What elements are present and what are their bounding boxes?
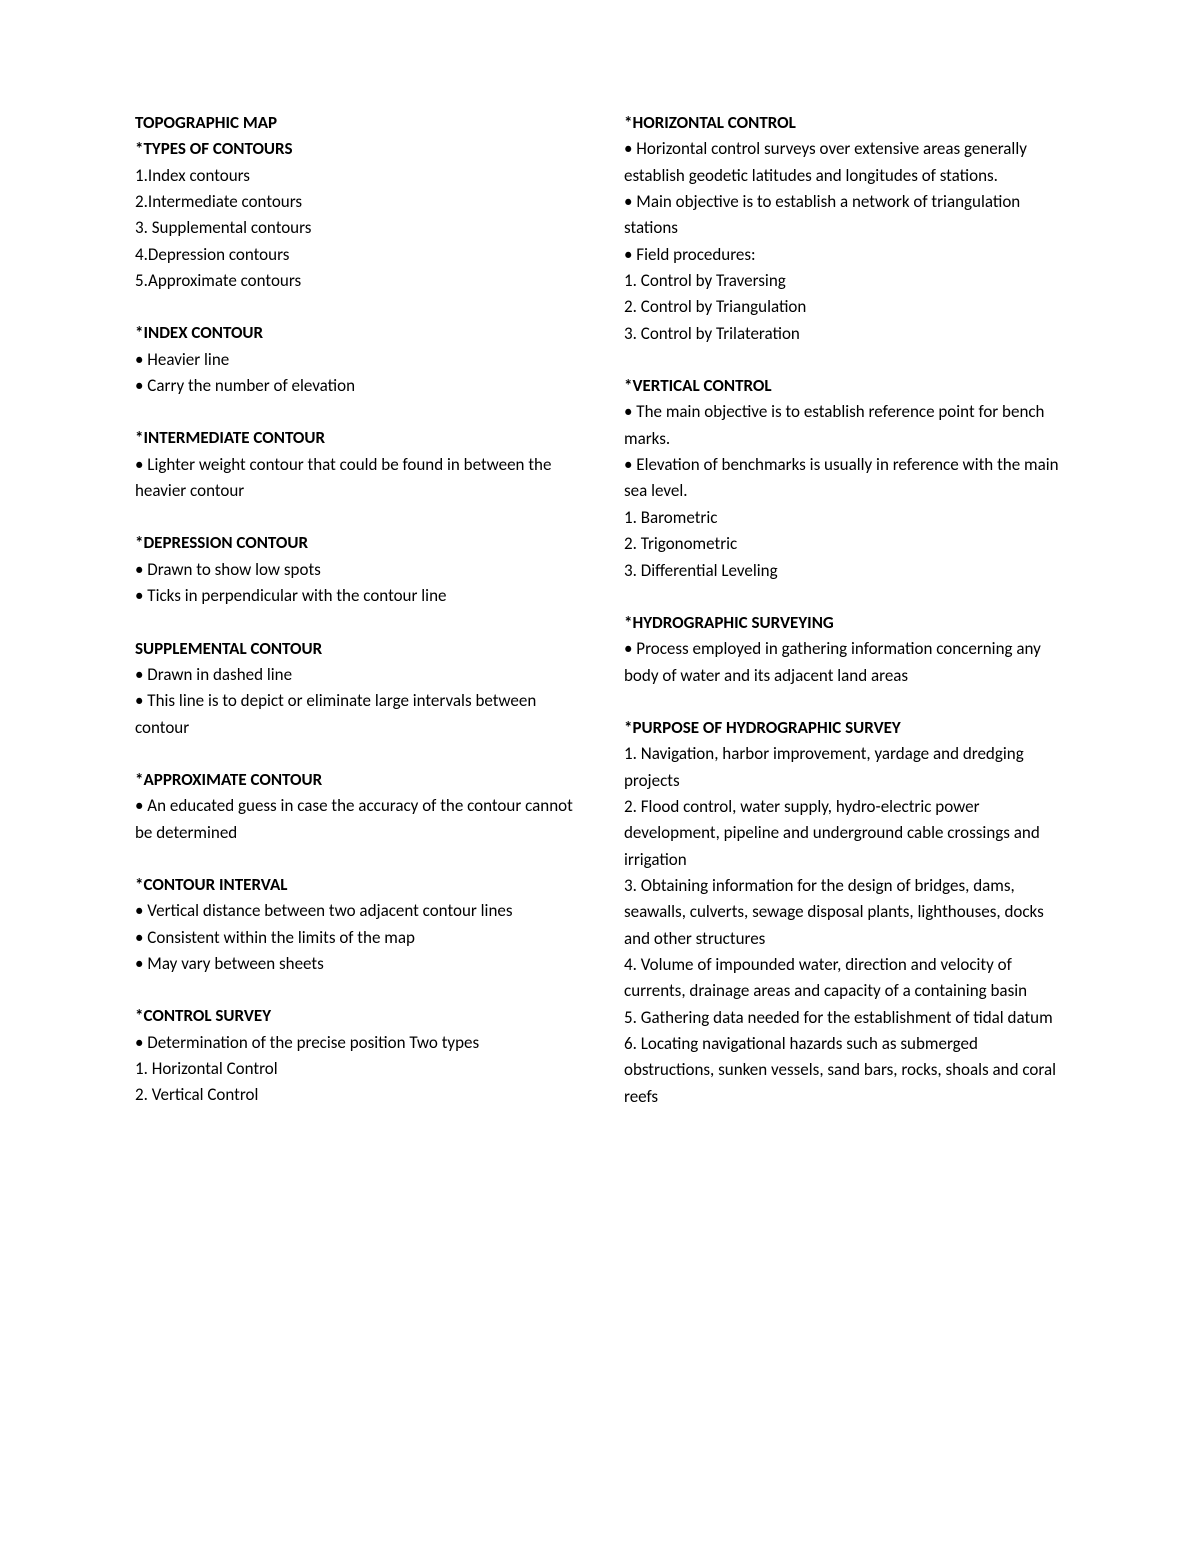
right-column: *HORIZONTAL CONTROL • Horizontal control…	[624, 110, 1065, 1136]
body-line: 1. Navigation, harbor improvement, yarda…	[624, 741, 1065, 794]
body-line: 2.Intermediate contours	[135, 189, 576, 215]
heading: *DEPRESSION CONTOUR	[135, 530, 576, 556]
body-line: • Drawn in dashed line	[135, 662, 576, 688]
body-line: • Vertical distance between two adjacent…	[135, 898, 576, 924]
body-line: • The main objective is to establish ref…	[624, 399, 1065, 452]
section-vertical-control: *VERTICAL CONTROL • The main objective i…	[624, 373, 1065, 584]
body-line: 2. Flood control, water supply, hydro-el…	[624, 794, 1065, 873]
body-line: • Carry the number of elevation	[135, 373, 576, 399]
body-line: • Ticks in perpendicular with the contou…	[135, 583, 576, 609]
section-topographic-map: TOPOGRAPHIC MAP *TYPES OF CONTOURS 1.Ind…	[135, 110, 576, 294]
body-line: 4. Volume of impounded water, direction …	[624, 952, 1065, 1005]
body-line: • Horizontal control surveys over extens…	[624, 136, 1065, 189]
section-supplemental-contour: SUPPLEMENTAL CONTOUR • Drawn in dashed l…	[135, 636, 576, 741]
body-line: 6. Locating navigational hazards such as…	[624, 1031, 1065, 1110]
heading: *HORIZONTAL CONTROL	[624, 110, 1065, 136]
body-line: 3. Differential Leveling	[624, 558, 1065, 584]
section-control-survey: *CONTROL SURVEY • Determination of the p…	[135, 1003, 576, 1108]
heading: *APPROXIMATE CONTOUR	[135, 767, 576, 793]
section-horizontal-control: *HORIZONTAL CONTROL • Horizontal control…	[624, 110, 1065, 347]
body-line: • May vary between sheets	[135, 951, 576, 977]
heading: TOPOGRAPHIC MAP	[135, 110, 576, 136]
body-line: 1. Horizontal Control	[135, 1056, 576, 1082]
body-line: • Consistent within the limits of the ma…	[135, 925, 576, 951]
body-line: • Heavier line	[135, 347, 576, 373]
body-line: • Drawn to show low spots	[135, 557, 576, 583]
body-line: • This line is to depict or eliminate la…	[135, 688, 576, 741]
body-line: 4.Depression contours	[135, 242, 576, 268]
section-hydrographic-surveying: *HYDROGRAPHIC SURVEYING • Process employ…	[624, 610, 1065, 689]
section-depression-contour: *DEPRESSION CONTOUR • Drawn to show low …	[135, 530, 576, 609]
section-approximate-contour: *APPROXIMATE CONTOUR • An educated guess…	[135, 767, 576, 846]
body-line: 3. Control by Trilateration	[624, 321, 1065, 347]
section-purpose-hydrographic-survey: *PURPOSE OF HYDROGRAPHIC SURVEY 1. Navig…	[624, 715, 1065, 1110]
body-line: 5.Approximate contours	[135, 268, 576, 294]
body-line: 2. Control by Triangulation	[624, 294, 1065, 320]
body-line: • Field procedures:	[624, 242, 1065, 268]
section-intermediate-contour: *INTERMEDIATE CONTOUR • Lighter weight c…	[135, 425, 576, 504]
heading: *HYDROGRAPHIC SURVEYING	[624, 610, 1065, 636]
left-column: TOPOGRAPHIC MAP *TYPES OF CONTOURS 1.Ind…	[135, 110, 576, 1136]
body-line: 2. Vertical Control	[135, 1082, 576, 1108]
section-contour-interval: *CONTOUR INTERVAL • Vertical distance be…	[135, 872, 576, 977]
body-line: 1.Index contours	[135, 163, 576, 189]
heading: *VERTICAL CONTROL	[624, 373, 1065, 399]
heading: *CONTROL SURVEY	[135, 1003, 576, 1029]
body-line: • Main objective is to establish a netwo…	[624, 189, 1065, 242]
heading: *INTERMEDIATE CONTOUR	[135, 425, 576, 451]
body-line: • An educated guess in case the accuracy…	[135, 793, 576, 846]
body-line: 3. Obtaining information for the design …	[624, 873, 1065, 952]
body-line: 1. Barometric	[624, 505, 1065, 531]
heading: *TYPES OF CONTOURS	[135, 136, 576, 162]
heading: SUPPLEMENTAL CONTOUR	[135, 636, 576, 662]
heading: *CONTOUR INTERVAL	[135, 872, 576, 898]
body-line: 3. Supplemental contours	[135, 215, 576, 241]
body-line: • Process employed in gathering informat…	[624, 636, 1065, 689]
heading: *INDEX CONTOUR	[135, 320, 576, 346]
body-line: 1. Control by Traversing	[624, 268, 1065, 294]
heading: *PURPOSE OF HYDROGRAPHIC SURVEY	[624, 715, 1065, 741]
body-line: 2. Trigonometric	[624, 531, 1065, 557]
document-page: TOPOGRAPHIC MAP *TYPES OF CONTOURS 1.Ind…	[135, 110, 1065, 1136]
body-line: • Determination of the precise position …	[135, 1030, 576, 1056]
body-line: • Lighter weight contour that could be f…	[135, 452, 576, 505]
body-line: 5. Gathering data needed for the establi…	[624, 1005, 1065, 1031]
section-index-contour: *INDEX CONTOUR • Heavier line • Carry th…	[135, 320, 576, 399]
body-line: • Elevation of benchmarks is usually in …	[624, 452, 1065, 505]
